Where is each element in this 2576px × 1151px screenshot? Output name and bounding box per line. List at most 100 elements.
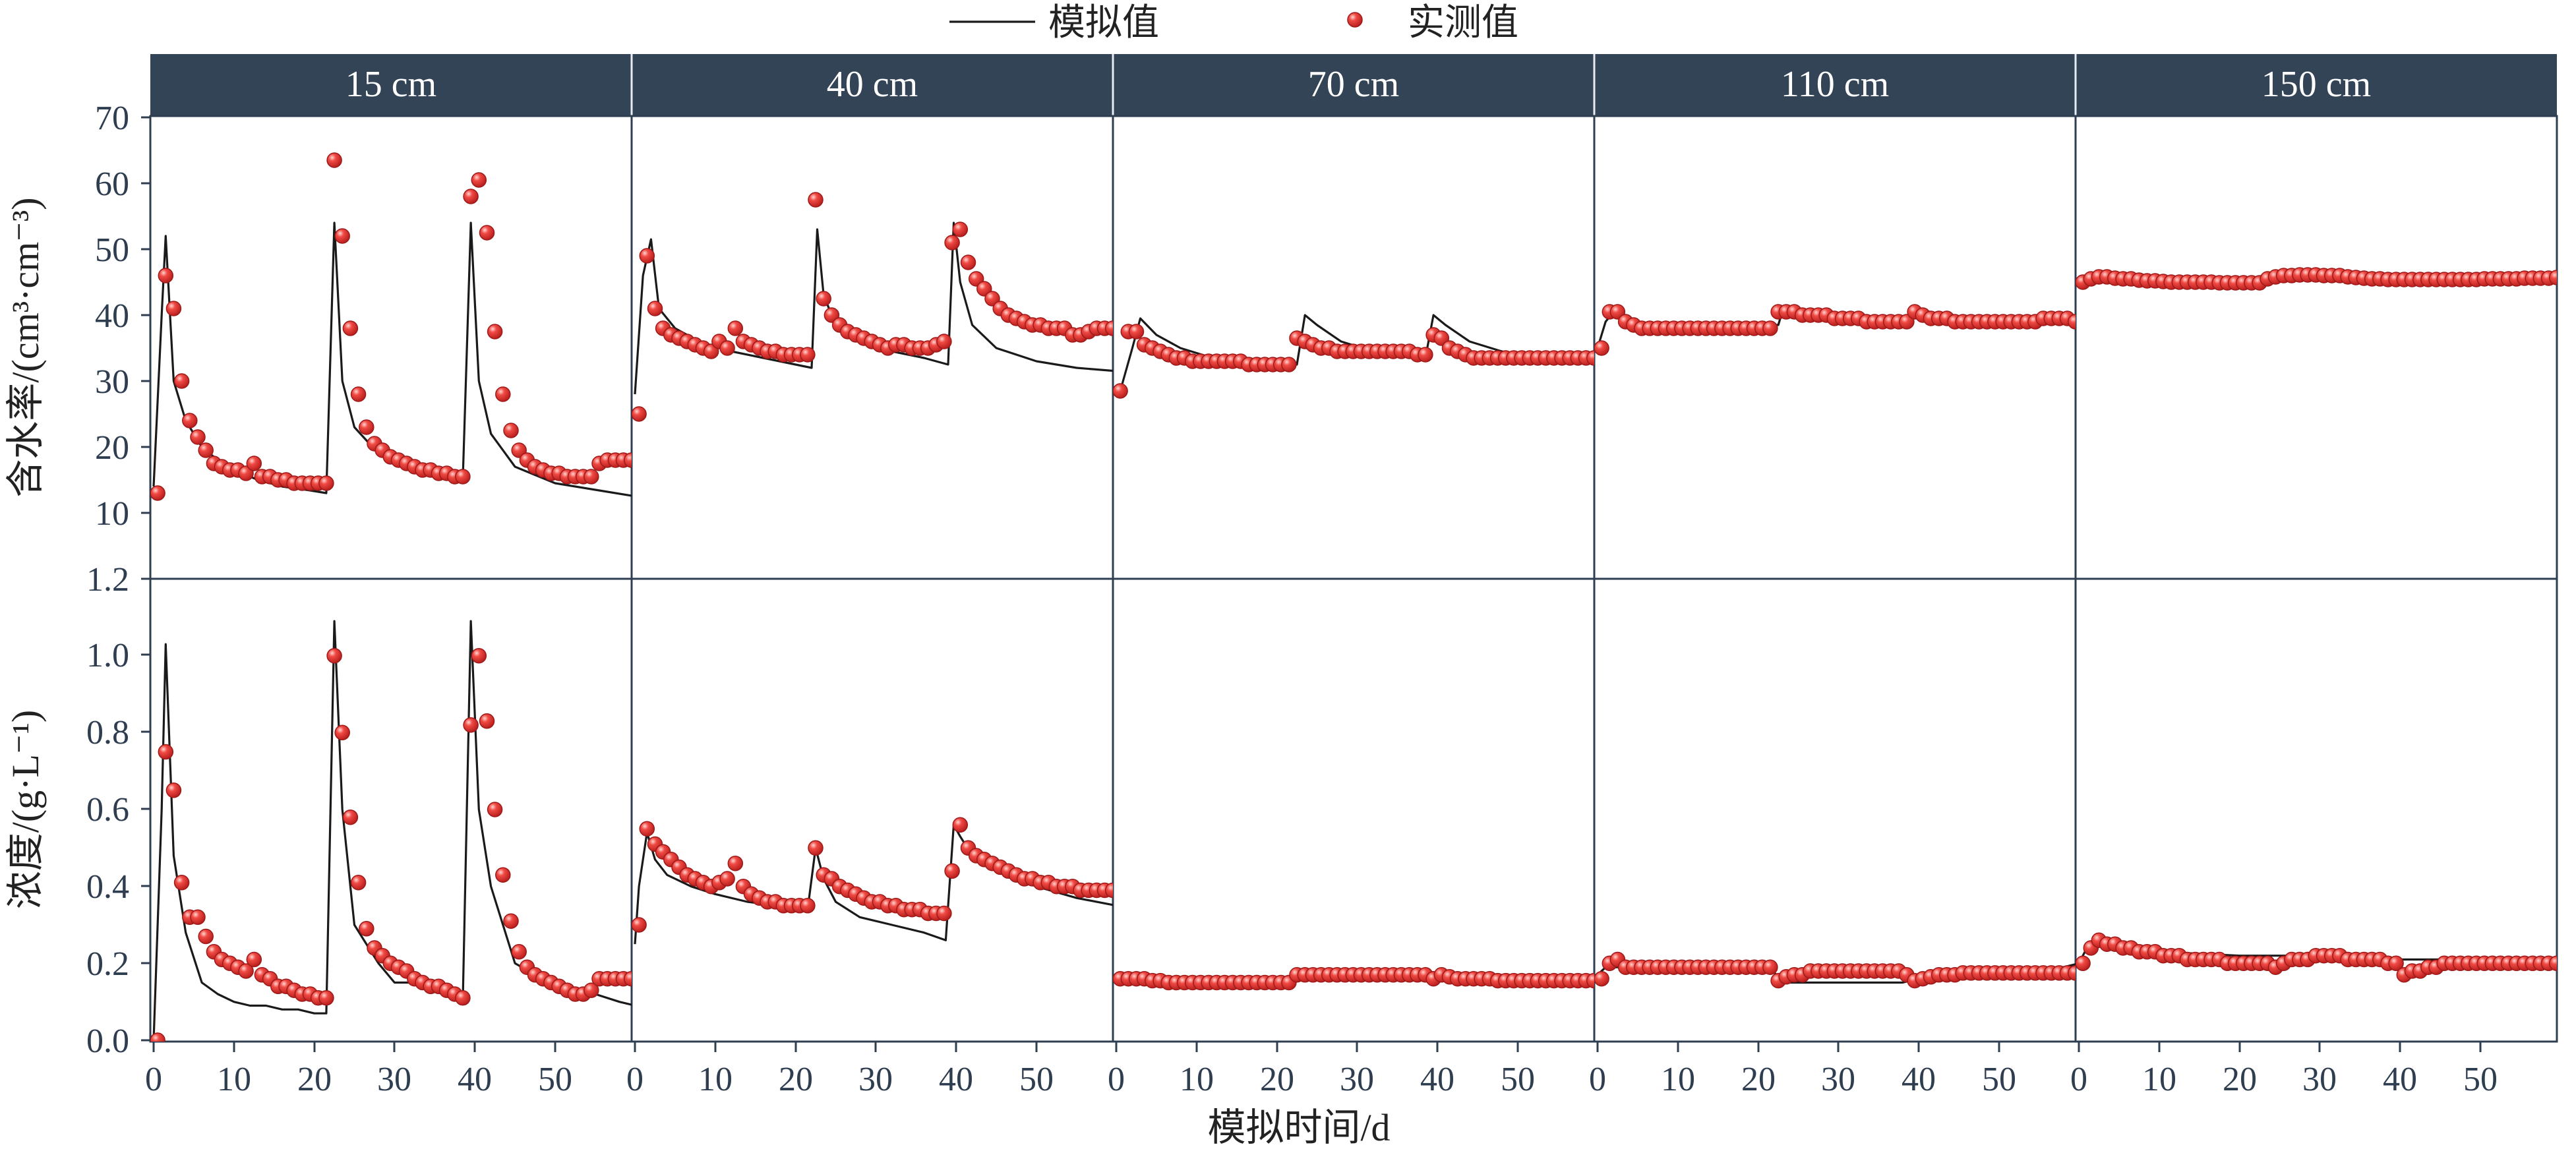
y-tick-label: 0.6 [86,791,129,829]
x-tick-label: 40 [1902,1061,1936,1098]
y-tick-label: 20 [95,429,129,467]
y-tick-label: 0.0 [86,1022,129,1060]
obs-point [246,456,262,471]
obs-point [238,963,254,979]
obs-point [727,855,744,871]
y-tick-label: 50 [95,231,129,269]
obs-point [1594,340,1609,356]
plot-frame [149,115,2558,1043]
obs-point [246,951,262,968]
x-axis-panel-110cm: 0 10 20 30 40 50 [1589,1042,2016,1098]
obs-point [463,189,479,204]
obs-point [816,291,831,307]
obs-point [952,221,969,237]
x-tick-label: 0 [2070,1061,2087,1098]
x-axis-panel-15cm: 0 10 20 30 40 50 [145,1042,572,1098]
panel-water-content-70cm [1113,314,1594,399]
obs-point [173,373,190,389]
legend: 模拟值 实测值 [949,3,1518,44]
sim-line-water-content-70cm [1116,314,1594,392]
panel-water-content-15cm [150,152,632,501]
obs-point [1128,324,1145,339]
depth-label-15cm: 15 cm [345,64,436,105]
panel-concentration-15cm [150,620,632,1042]
y-tick-label: 1.0 [86,637,129,674]
obs-point [190,909,206,926]
obs-point [173,875,190,891]
depth-label-40cm: 40 cm [827,64,918,105]
obs-point [158,744,174,760]
obs-point [639,248,655,264]
panel-water-content-110cm [1594,304,2076,356]
obs-point [350,386,367,402]
x-tick-label: 0 [1108,1061,1125,1098]
y-axis-concentration: 0.0 0.2 0.4 0.6 0.8 1.0 1.2 浓度/(g·L⁻¹) [4,561,150,1060]
series-layer [150,152,2557,1042]
obs-point [359,419,374,435]
obs-point [198,928,214,945]
obs-point [2388,955,2404,972]
x-axis-title: 模拟时间/d [1207,1106,1390,1149]
obs-point [479,225,495,241]
obs-point [150,485,165,501]
y-tick-label: 0.8 [86,714,129,752]
y-tick-label: 1.2 [86,561,129,599]
x-tick-label: 20 [2223,1061,2257,1098]
y-tick-label: 0.4 [86,868,129,906]
obs-point [150,1032,165,1042]
legend-obs-dot-swatch [1347,12,1363,28]
panel-concentration-40cm [632,817,1113,945]
obs-point [2076,955,2091,972]
obs-point [632,917,647,933]
obs-point [623,970,632,987]
x-tick-label: 40 [2383,1061,2417,1098]
panel-water-content-40cm [632,192,1113,422]
x-tick-label: 50 [538,1061,572,1098]
obs-point [2548,270,2557,285]
x-tick-label: 50 [1501,1061,1535,1098]
panel-water-content-150cm [2076,267,2557,291]
obs-point [487,802,503,817]
obs-point [952,817,969,833]
y-axis-water-content: 10 20 30 40 50 60 70 含水率/(cm³·cm⁻³) [4,100,150,533]
obs-point [1281,357,1297,372]
obs-point [350,875,367,891]
obs-point [808,192,824,208]
obs-point [647,301,663,316]
x-tick-label: 20 [297,1061,332,1098]
obs-point [487,324,503,339]
obs-point [471,172,487,188]
obs-point [1113,383,1128,399]
obs-point [1762,959,1778,975]
obs-point [165,782,182,798]
obs-point [1594,970,1609,987]
obs-point [2067,965,2076,981]
x-tick-label: 10 [217,1061,251,1098]
obs-point [639,821,655,837]
x-tick-label: 40 [939,1061,973,1098]
x-tick-label: 10 [1661,1061,1695,1098]
x-axis: 0 10 20 30 40 50 0 10 20 30 40 50 [145,1042,2498,1149]
obs-point [318,990,334,1006]
obs-point [936,905,952,922]
obs-point [1586,350,1594,366]
x-tick-label: 10 [2142,1061,2176,1098]
obs-point [503,423,519,438]
obs-point [719,871,735,887]
obs-point [471,647,487,664]
depth-label-70cm: 70 cm [1308,64,1399,105]
depth-header: 15 cm 40 cm 70 cm 110 cm 150 cm [150,54,2557,116]
x-axis-panel-150cm: 0 10 20 30 40 50 [2070,1042,2498,1098]
obs-point [158,268,174,283]
x-tick-label: 0 [1589,1061,1606,1098]
y-axis-title-concentration: 浓度/(g·L⁻¹) [4,710,47,910]
obs-point [511,944,527,960]
x-tick-label: 40 [458,1061,492,1098]
obs-point [326,647,342,664]
obs-point [1104,320,1113,336]
obs-point [2548,955,2557,972]
obs-point [165,301,182,316]
sim-line-water-content-40cm [634,221,1113,395]
y-tick-label: 70 [95,100,129,137]
